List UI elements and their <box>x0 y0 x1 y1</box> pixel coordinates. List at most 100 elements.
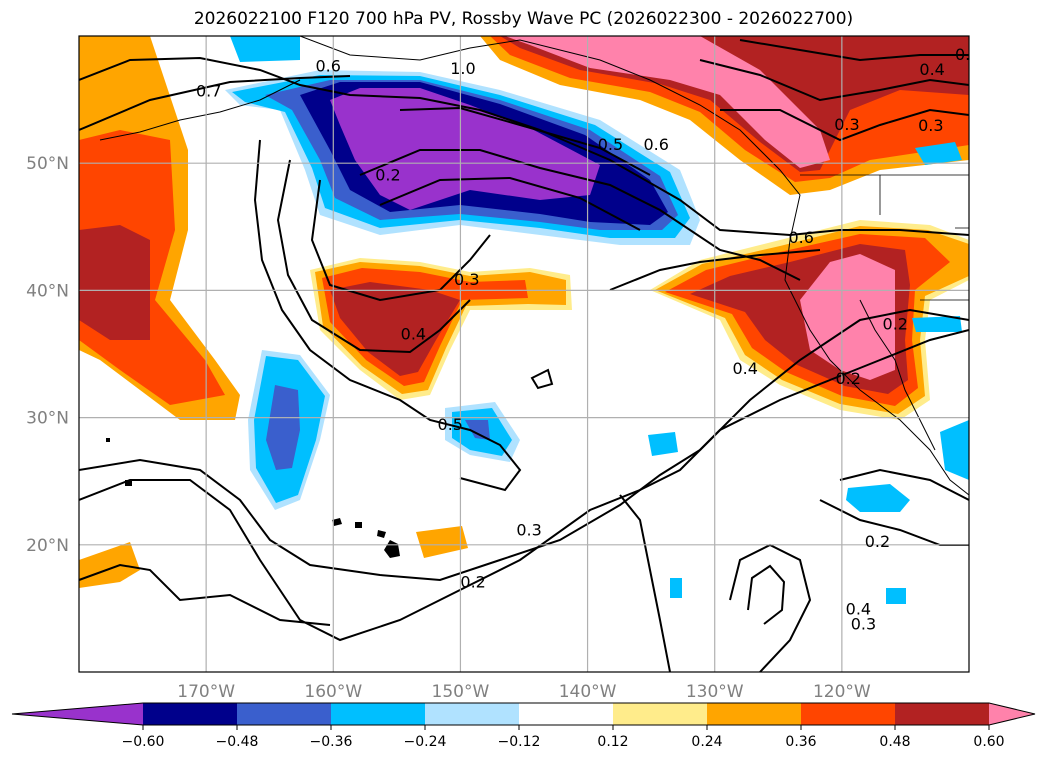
pv-negative-region-small <box>230 36 300 62</box>
contour-label: 0.3 <box>834 115 859 134</box>
colorbar: −0.60 −0.48 −0.36 −0.24 −0.12 0.12 0.24 0.36 0.4… <box>11 702 1036 750</box>
pv-positive-region-small <box>79 36 96 52</box>
pv-positive-region-central <box>330 282 460 376</box>
pv-positive-region-west <box>79 36 125 110</box>
hawaii-islands <box>332 518 400 558</box>
pv-contour-line <box>530 368 554 390</box>
pv-contour-line <box>379 176 641 231</box>
pv-contours <box>79 39 969 672</box>
longitude-tick-label: 150°W <box>432 682 490 702</box>
colorbar-tick-label: −0.48 <box>216 734 259 750</box>
pv-contour-line <box>310 179 491 302</box>
latitude-tick-label: 30°N <box>26 409 69 429</box>
coastline-alaska <box>99 79 301 141</box>
colorbar-swatch <box>425 703 520 725</box>
longitude-labels: 170°W 160°W 150°W 140°W 130°W 120°W <box>177 682 871 702</box>
pv-contour-line <box>79 75 351 131</box>
pv-contour-line <box>276 159 471 354</box>
contour-label: 0.6 <box>644 135 669 154</box>
pv-contour-line <box>739 39 969 62</box>
colorbar-swatch <box>707 703 802 725</box>
colorbar-tick-label: −0.36 <box>310 734 353 750</box>
longitude-tick-label: 130°W <box>686 682 744 702</box>
contour-label: 0.5 <box>955 45 980 64</box>
colorbar-swatch <box>895 703 990 725</box>
longitude-tick-label: 120°W <box>813 682 871 702</box>
pv-contour-line <box>839 468 969 501</box>
pv-contour-line <box>399 106 651 176</box>
latitude-tick-label: 40°N <box>26 281 69 301</box>
contour-label: 0.2 <box>435 21 460 40</box>
colorbar-swatch <box>143 703 238 725</box>
border-lines <box>800 174 969 301</box>
pv-negative-region-small <box>940 420 969 480</box>
pv-contour-line <box>79 308 969 582</box>
longitude-tick-label: 170°W <box>177 682 235 702</box>
pv-negative-region-small <box>886 588 906 604</box>
pv-positive-region-west <box>79 225 150 340</box>
pv-contour-line <box>699 59 969 102</box>
contour-label: 0.6 <box>788 228 813 247</box>
pv-contour-line <box>253 139 522 492</box>
contour-label: 0.3 <box>454 270 479 289</box>
latitude-tick-label: 50°N <box>26 154 69 174</box>
colorbar-tick-label: 0.48 <box>879 734 910 750</box>
longitude-tick-label: 160°W <box>304 682 362 702</box>
pv-negative-region-small <box>266 385 300 470</box>
pv-contour-line <box>747 564 786 625</box>
colorbar-swatch <box>237 703 332 725</box>
pv-positive-region-small <box>79 542 140 588</box>
pv-positive-region-northeast <box>505 36 830 168</box>
latitude-labels: 50°N 40°N 30°N 20°N <box>26 154 69 556</box>
map-frame <box>78 35 970 673</box>
pv-negative-region-small <box>670 578 682 598</box>
colorbar-swatch <box>331 703 426 725</box>
colorbar-tick-label: 0.36 <box>785 734 816 750</box>
pv-contour-line <box>609 249 821 291</box>
contour-label: 0.3 <box>516 521 541 540</box>
pv-positive-region-small <box>416 526 468 558</box>
contour-label: 0.5 <box>438 415 463 434</box>
contour-label: 0.3 <box>851 615 876 634</box>
colorbar-extend-max <box>989 703 1035 725</box>
contour-label: 0.6 <box>979 40 1004 59</box>
coastline-baja <box>859 299 936 451</box>
pv-contour-line <box>729 543 812 672</box>
colorbar-tick-label: 0.24 <box>691 734 722 750</box>
colorbar-tick-label: −0.12 <box>498 734 541 750</box>
contour-label: 0.5 <box>598 135 623 154</box>
contour-label: 0.4 <box>846 599 871 618</box>
pv-contour-line <box>79 56 969 237</box>
contour-label: 0.6 <box>315 56 340 75</box>
pv-negative-region-small <box>912 316 962 332</box>
colorbar-tick-label: −0.24 <box>404 734 447 750</box>
map-title: 2026022100 F120 700 hPa PV, Rossby Wave … <box>193 9 854 29</box>
pv-negative-region-small <box>846 484 910 512</box>
pv-positive-region-east <box>800 254 895 380</box>
colorbar-extend-min <box>12 703 143 725</box>
colorbar-swatch <box>519 703 614 725</box>
pv-negative-region-small <box>648 432 678 456</box>
contour-labels: 0.70.60.21.00.5 0.60.20.30.40.50.60.40.30… <box>196 17 1030 634</box>
pv-negative-region-small <box>465 420 490 440</box>
colorbar-tick-label: 0.60 <box>973 734 1004 750</box>
colorbar-tick-label: −0.60 <box>122 734 165 750</box>
contour-label: 0.4 <box>919 60 944 79</box>
pv-contour-line <box>79 329 969 642</box>
colorbar-tick-label: 0.12 <box>597 734 628 750</box>
contour-label: 0.2 <box>375 166 400 185</box>
contour-label: 1.0 <box>450 59 475 78</box>
longitude-tick-label: 140°W <box>559 682 617 702</box>
contour-label: 0.4 <box>733 359 758 378</box>
pv-contour-line <box>79 563 331 626</box>
latitude-tick-label: 20°N <box>26 536 69 556</box>
contour-label: 0.7 <box>196 82 221 101</box>
contour-label: 0.2 <box>460 573 485 592</box>
contour-label: 0.7 <box>1005 17 1030 36</box>
contour-label: 0.4 <box>401 325 426 344</box>
pv-contour-line <box>720 108 969 142</box>
pv-contour-line <box>619 494 671 672</box>
contour-label: 0.2 <box>865 532 890 551</box>
pv-negative-region-small <box>915 142 962 165</box>
